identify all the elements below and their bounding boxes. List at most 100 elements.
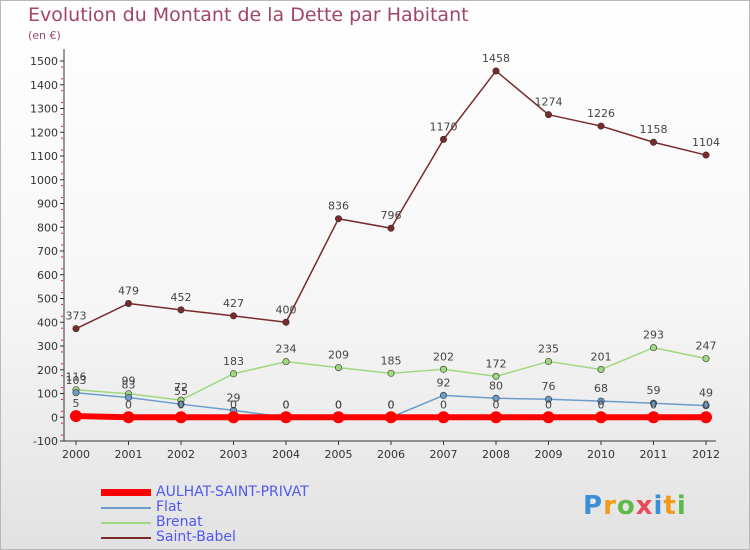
data-label-aulhat-saint-privat: 0 — [598, 398, 605, 411]
data-point-saint-babel — [177, 306, 185, 314]
legend-swatch-saint-babel — [101, 537, 151, 539]
x-tick-label: 2010 — [587, 448, 615, 461]
data-label-brenat: 172 — [486, 357, 507, 370]
data-label-saint-babel: 1104 — [692, 136, 720, 149]
data-label-aulhat-saint-privat: 0 — [440, 398, 447, 411]
data-point-flat — [702, 402, 710, 410]
data-label-brenat: 99 — [122, 375, 136, 388]
data-label-flat: 92 — [437, 376, 451, 389]
data-label-saint-babel: 479 — [118, 284, 139, 297]
chart-unit-subtitle: (en €) — [28, 29, 61, 42]
x-tick-label: 2002 — [167, 448, 195, 461]
data-label-brenat: 185 — [381, 354, 402, 367]
y-tick-label: 200 — [37, 364, 58, 377]
data-label-saint-babel: 836 — [328, 200, 349, 213]
y-tick-label: -100 — [33, 435, 58, 448]
data-point-saint-babel — [439, 135, 447, 143]
legend-label-saint-babel: Saint-Babel — [156, 529, 236, 545]
data-point-flat — [72, 389, 80, 397]
data-point-saint-babel — [230, 312, 238, 320]
x-tick-label: 2001 — [115, 448, 143, 461]
data-point-aulhat-saint-privat — [122, 411, 135, 424]
data-point-aulhat-saint-privat — [70, 410, 82, 423]
data-label-brenat: 116 — [66, 371, 87, 384]
y-tick-label: 1400 — [30, 79, 58, 92]
data-point-aulhat-saint-privat — [490, 411, 502, 424]
data-point-flat — [492, 394, 500, 402]
legend-swatch-flat — [101, 507, 151, 509]
chart-title: Evolution du Montant de la Dette par Hab… — [28, 4, 469, 26]
data-point-saint-babel — [72, 325, 80, 333]
data-point-saint-babel — [597, 122, 605, 130]
data-label-saint-babel: 1274 — [535, 96, 563, 109]
data-point-flat — [177, 400, 185, 408]
legend-label-aulhat: AULHAT-SAINT-PRIVAT — [156, 484, 309, 500]
y-tick-label: 800 — [37, 221, 58, 234]
data-point-saint-babel — [282, 318, 290, 326]
data-label-brenat: 235 — [538, 342, 559, 355]
data-point-aulhat-saint-privat — [437, 411, 450, 424]
data-label-flat: 80 — [489, 379, 503, 392]
x-tick-label: 2012 — [692, 448, 720, 461]
y-tick-label: 0 — [51, 411, 58, 424]
data-label-brenat: 201 — [591, 351, 612, 364]
data-label-aulhat-saint-privat: 0 — [545, 398, 552, 411]
data-point-aulhat-saint-privat — [700, 411, 712, 424]
data-label-saint-babel: 1458 — [482, 52, 510, 65]
x-tick-label: 2006 — [377, 448, 405, 461]
data-point-saint-babel — [125, 299, 133, 307]
data-label-aulhat-saint-privat: 0 — [335, 398, 342, 411]
x-tick-label: 2011 — [640, 448, 668, 461]
data-label-flat: 0 — [388, 398, 395, 411]
data-label-aulhat-saint-privat: 0 — [230, 398, 237, 411]
y-tick-label: 400 — [37, 316, 58, 329]
data-label-aulhat-saint-privat: 0 — [178, 398, 185, 411]
x-tick-label: 2007 — [430, 448, 458, 461]
data-point-flat — [597, 397, 605, 405]
data-label-saint-babel: 400 — [276, 303, 297, 316]
data-point-brenat — [387, 369, 395, 377]
data-point-brenat — [597, 366, 605, 374]
data-point-aulhat-saint-privat — [175, 411, 187, 424]
data-label-saint-babel: 373 — [66, 310, 87, 323]
data-point-brenat — [544, 357, 552, 365]
data-label-aulhat-saint-privat: 0 — [493, 398, 500, 411]
x-tick-label: 2004 — [272, 448, 300, 461]
y-tick-label: 300 — [37, 340, 58, 353]
data-point-flat — [125, 394, 133, 402]
y-tick-label: 700 — [37, 245, 58, 258]
data-point-brenat — [334, 364, 342, 372]
data-label-flat: 59 — [647, 384, 661, 397]
data-label-flat: 103 — [66, 374, 87, 387]
data-point-brenat — [230, 370, 238, 378]
x-tick-label: 2008 — [482, 448, 510, 461]
y-tick-label: 1200 — [30, 126, 58, 139]
proxiti-logo: Proxiti — [583, 491, 687, 521]
data-label-aulhat-saint-privat: 0 — [650, 398, 657, 411]
data-point-saint-babel — [544, 111, 552, 119]
data-point-flat — [649, 399, 657, 407]
data-label-brenat: 247 — [696, 340, 717, 353]
data-point-brenat — [439, 365, 447, 373]
data-point-saint-babel — [492, 67, 500, 75]
legend-label-flat: Flat — [156, 499, 183, 515]
data-point-brenat — [492, 372, 500, 380]
y-tick-label: 600 — [37, 269, 58, 282]
data-label-aulhat-saint-privat: 0 — [703, 398, 710, 411]
data-point-flat — [544, 395, 552, 403]
x-tick-label: 2003 — [220, 448, 248, 461]
data-point-aulhat-saint-privat — [332, 411, 345, 424]
y-tick-label: 500 — [37, 293, 58, 306]
data-point-brenat — [649, 344, 657, 352]
data-point-brenat — [702, 355, 710, 363]
data-label-saint-babel: 1170 — [430, 120, 458, 133]
y-tick-label: 1500 — [30, 55, 58, 68]
data-label-saint-babel: 796 — [381, 209, 402, 222]
data-point-saint-babel — [649, 138, 657, 146]
data-label-brenat: 202 — [433, 350, 454, 363]
data-label-flat: 0 — [283, 398, 290, 411]
data-label-saint-babel: 427 — [223, 297, 244, 310]
x-tick-label: 2000 — [62, 448, 90, 461]
data-label-aulhat-saint-privat: 0 — [388, 398, 395, 411]
legend-label-brenat: Brenat — [156, 514, 203, 530]
